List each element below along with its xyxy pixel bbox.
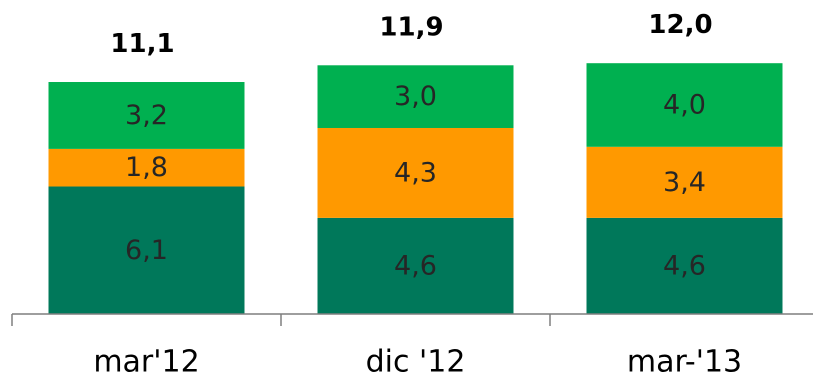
segment-value-label: 4,6: [394, 250, 437, 281]
total-value-label: 11,9: [379, 12, 443, 42]
bar-segment: [317, 217, 514, 314]
bars-group: [48, 63, 783, 314]
bar-segment: [586, 217, 783, 314]
total-value-label: 12,0: [648, 10, 712, 40]
bar-segment: [317, 65, 514, 128]
bar-segment: [317, 127, 514, 218]
bar-segment: [48, 82, 245, 149]
bar-segment: [48, 186, 245, 314]
x-tick-label: dic '12: [366, 345, 466, 377]
bar-segment: [586, 146, 783, 218]
labels-group: 6,1 1,8 3,2 11,1 mar'12 4,6 4,3 3,0 11,9 dic '12 4…: [93, 10, 742, 377]
total-value-label: 11,1: [110, 29, 174, 59]
segment-value-label: 3,2: [125, 100, 168, 131]
segment-value-label: 1,8: [125, 152, 168, 183]
x-tick-label: mar'12: [93, 345, 199, 377]
segment-value-label: 3,4: [663, 167, 706, 198]
segment-value-label: 4,0: [663, 90, 706, 121]
segment-value-label: 4,6: [663, 250, 706, 281]
bar-segment: [586, 63, 783, 147]
segment-value-label: 3,0: [394, 81, 437, 112]
x-axis: [11, 313, 813, 326]
x-tick-label: mar-'13: [627, 345, 742, 377]
segment-value-label: 4,3: [394, 157, 437, 188]
segment-value-label: 6,1: [125, 235, 168, 266]
bar-segment: [48, 148, 245, 187]
